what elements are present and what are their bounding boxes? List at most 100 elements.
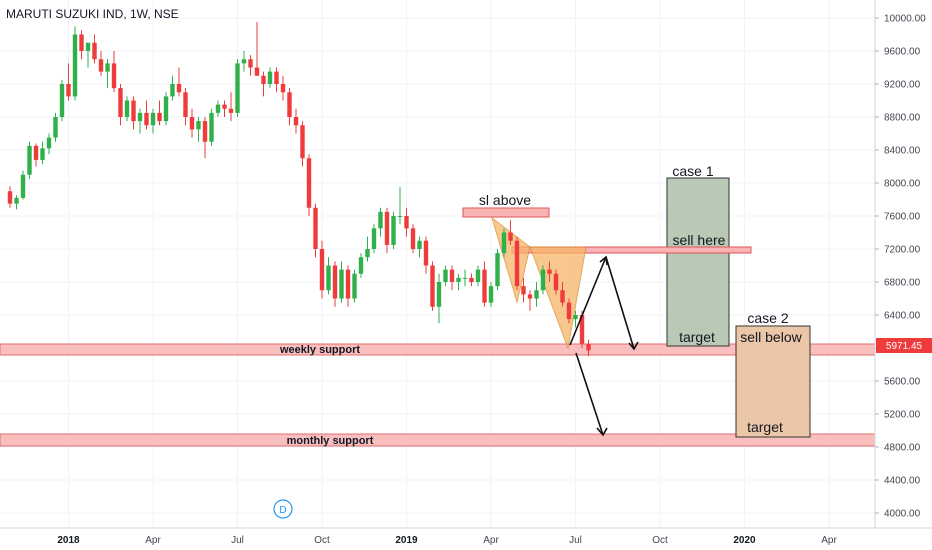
- candle-body: [189, 117, 195, 130]
- case-2-target-label: target: [747, 419, 783, 435]
- candle-body: [53, 117, 58, 138]
- dividend-marker-icon[interactable]: [273, 499, 293, 519]
- x-tick-label: 2019: [395, 535, 418, 546]
- candle-body: [215, 104, 221, 113]
- x-tick-label: 2020: [733, 535, 756, 546]
- y-tick-label: 5600.00: [884, 377, 921, 388]
- arrow-down-head-1: [628, 341, 639, 351]
- candle-body: [553, 273, 559, 291]
- x-tick-label: Apr: [145, 535, 161, 546]
- candle-body: [326, 265, 331, 291]
- y-tick-label: 9600.00: [884, 47, 921, 58]
- candle-body: [27, 145, 32, 175]
- y-tick-label: 4000.00: [884, 509, 921, 520]
- time-axis[interactable]: 2018 Apr Jul Oct 2019 Apr Jul Oct 2020 Apr: [57, 535, 837, 546]
- y-tick-label: 6800.00: [884, 278, 921, 289]
- candle-body: [202, 121, 208, 142]
- x-tick-label: 2018: [57, 535, 80, 546]
- last-price-label: 5971.45: [886, 341, 923, 352]
- candle-body: [293, 117, 299, 126]
- candle-body: [40, 148, 45, 160]
- candle-body: [254, 67, 260, 76]
- candle-body: [170, 84, 175, 97]
- candle-body: [235, 63, 240, 113]
- candle-body: [209, 112, 214, 142]
- candle-body: [521, 286, 526, 295]
- y-tick-label: 8000.00: [884, 179, 921, 190]
- candle-body: [196, 121, 201, 130]
- x-tick-label: Jul: [569, 535, 582, 546]
- candle-body: [131, 100, 136, 122]
- candle-body: [527, 294, 533, 299]
- candles-group: [7, 22, 591, 357]
- candle-body: [547, 269, 552, 274]
- candle-body: [157, 112, 162, 122]
- candle-body: [261, 75, 266, 84]
- candle-body: [586, 343, 591, 351]
- arrow-down-to-monthly-support: [575, 352, 604, 436]
- y-tick-label: 4800.00: [884, 443, 921, 454]
- candle-body: [482, 269, 487, 303]
- candle-body: [456, 277, 461, 282]
- x-tick-label: Apr: [483, 535, 499, 546]
- candle-body: [332, 265, 338, 299]
- candle-body: [14, 197, 19, 204]
- dividend-marker-label: D: [279, 505, 286, 516]
- candle-body: [241, 59, 247, 64]
- candle-body: [98, 59, 104, 72]
- candle-body: [72, 34, 78, 97]
- candle-body: [267, 71, 273, 84]
- candle-body: [579, 315, 585, 344]
- case-2-label: case 2: [747, 310, 788, 326]
- candle-body: [66, 84, 71, 97]
- candle-body: [339, 269, 344, 299]
- y-tick-label: 4400.00: [884, 476, 921, 487]
- candle-body: [319, 249, 325, 291]
- candle-body: [228, 108, 234, 113]
- y-tick-label: 5200.00: [884, 410, 921, 421]
- y-tick-label: 7200.00: [884, 245, 921, 256]
- sell-here-label: sell here: [673, 232, 726, 248]
- candle-body: [449, 269, 455, 282]
- candle-body: [358, 257, 364, 274]
- candle-body: [176, 84, 182, 93]
- candle-body: [306, 158, 312, 208]
- symbol-title: MARUTI SUZUKI IND, 1W, NSE: [6, 7, 179, 21]
- candle-body: [59, 84, 65, 117]
- arrow-down-head-2: [596, 427, 608, 437]
- candle-body: [508, 232, 513, 241]
- price-axis[interactable]: 10000.00 9600.00 9200.00 8800.00 8400.00 8000…: [875, 14, 926, 520]
- sl-above-label: sl above: [479, 192, 531, 208]
- candle-body: [118, 88, 123, 117]
- candle-body: [365, 249, 370, 258]
- candle-body: [124, 100, 130, 117]
- candle-body: [352, 273, 357, 299]
- candle-body: [540, 269, 546, 291]
- x-tick-label: Oct: [652, 535, 668, 546]
- candle-body: [397, 216, 403, 217]
- y-tick-label: 9200.00: [884, 80, 921, 91]
- y-tick-label: 8400.00: [884, 146, 921, 157]
- candle-body: [274, 71, 279, 84]
- candle-body: [313, 207, 318, 249]
- arrow-up-to-sell-here: [569, 256, 607, 346]
- candle-body: [280, 84, 286, 93]
- candle-body: [79, 34, 84, 51]
- candle-body: [443, 269, 448, 282]
- candle-body: [33, 145, 39, 160]
- candle-body: [248, 59, 253, 68]
- candle-body: [105, 63, 110, 72]
- candle-body: [417, 240, 422, 249]
- arrow-down-to-weekly-support: [605, 256, 635, 350]
- candle-body: [137, 112, 143, 122]
- candle-body: [469, 277, 474, 282]
- candle-body: [371, 228, 377, 249]
- candle-body: [7, 191, 13, 204]
- candle-body: [514, 240, 520, 287]
- sell-below-label: sell below: [740, 329, 802, 345]
- candle-body: [501, 232, 507, 254]
- candle-body: [300, 125, 305, 159]
- candle-body: [495, 253, 500, 287]
